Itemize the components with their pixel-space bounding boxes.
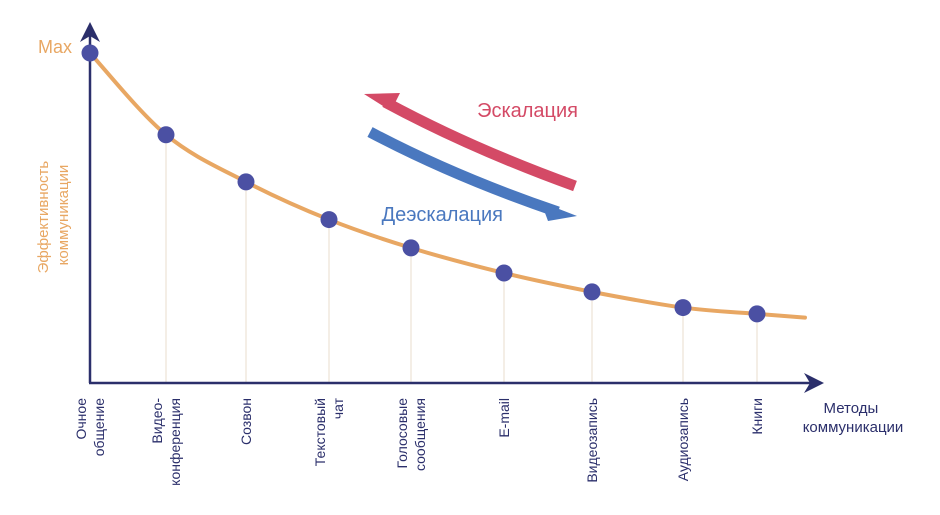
data-point [237, 173, 255, 191]
data-point [320, 211, 338, 229]
category-label: Текстовый [312, 398, 328, 466]
y-max-label: Max [38, 37, 72, 57]
data-point [583, 283, 601, 301]
x-axis-title: Методы коммуникации [803, 400, 904, 436]
category-label: Книги [749, 398, 765, 435]
y-axis-title-line-2: коммуникации [55, 165, 72, 266]
y-axis-title-line-1: Эффективность [35, 161, 52, 274]
category-label: E-mail [496, 398, 512, 438]
data-point [748, 305, 766, 323]
escalation-arrowhead [364, 93, 400, 111]
de-escalation-arrow [367, 127, 560, 218]
category-label: Голосовые [394, 398, 410, 469]
effectiveness-curve [88, 51, 807, 320]
category-label: Видео- [149, 398, 165, 444]
category-labels: Очное общение Видео-конференция Созвон Текст… [73, 397, 765, 485]
category-label: конференция [167, 398, 183, 486]
x-axis-title-line-2: коммуникации [803, 419, 904, 436]
de-escalation-arrowhead [541, 202, 577, 221]
data-points [81, 44, 766, 323]
data-point [674, 299, 692, 317]
category-label: сообщения [412, 398, 428, 471]
data-point [495, 264, 513, 282]
de-escalation-label: Деэскалация [382, 204, 503, 226]
data-point [157, 126, 175, 144]
y-axis-title: Эффективность коммуникации [35, 157, 72, 274]
category-label: Созвон [238, 398, 254, 445]
category-label: Аудиозапись [675, 398, 691, 481]
category-label: Видеозапись [584, 398, 600, 483]
escalation-label: Эскалация [477, 100, 578, 122]
category-label: Очное [73, 398, 89, 440]
category-label: общение [91, 398, 107, 457]
category-label: чат [330, 397, 346, 419]
guide-lines [165, 134, 758, 383]
data-point [402, 239, 420, 257]
data-point [81, 44, 99, 62]
x-axis-title-line-1: Методы [824, 400, 879, 417]
escalation-arrow [382, 97, 577, 192]
